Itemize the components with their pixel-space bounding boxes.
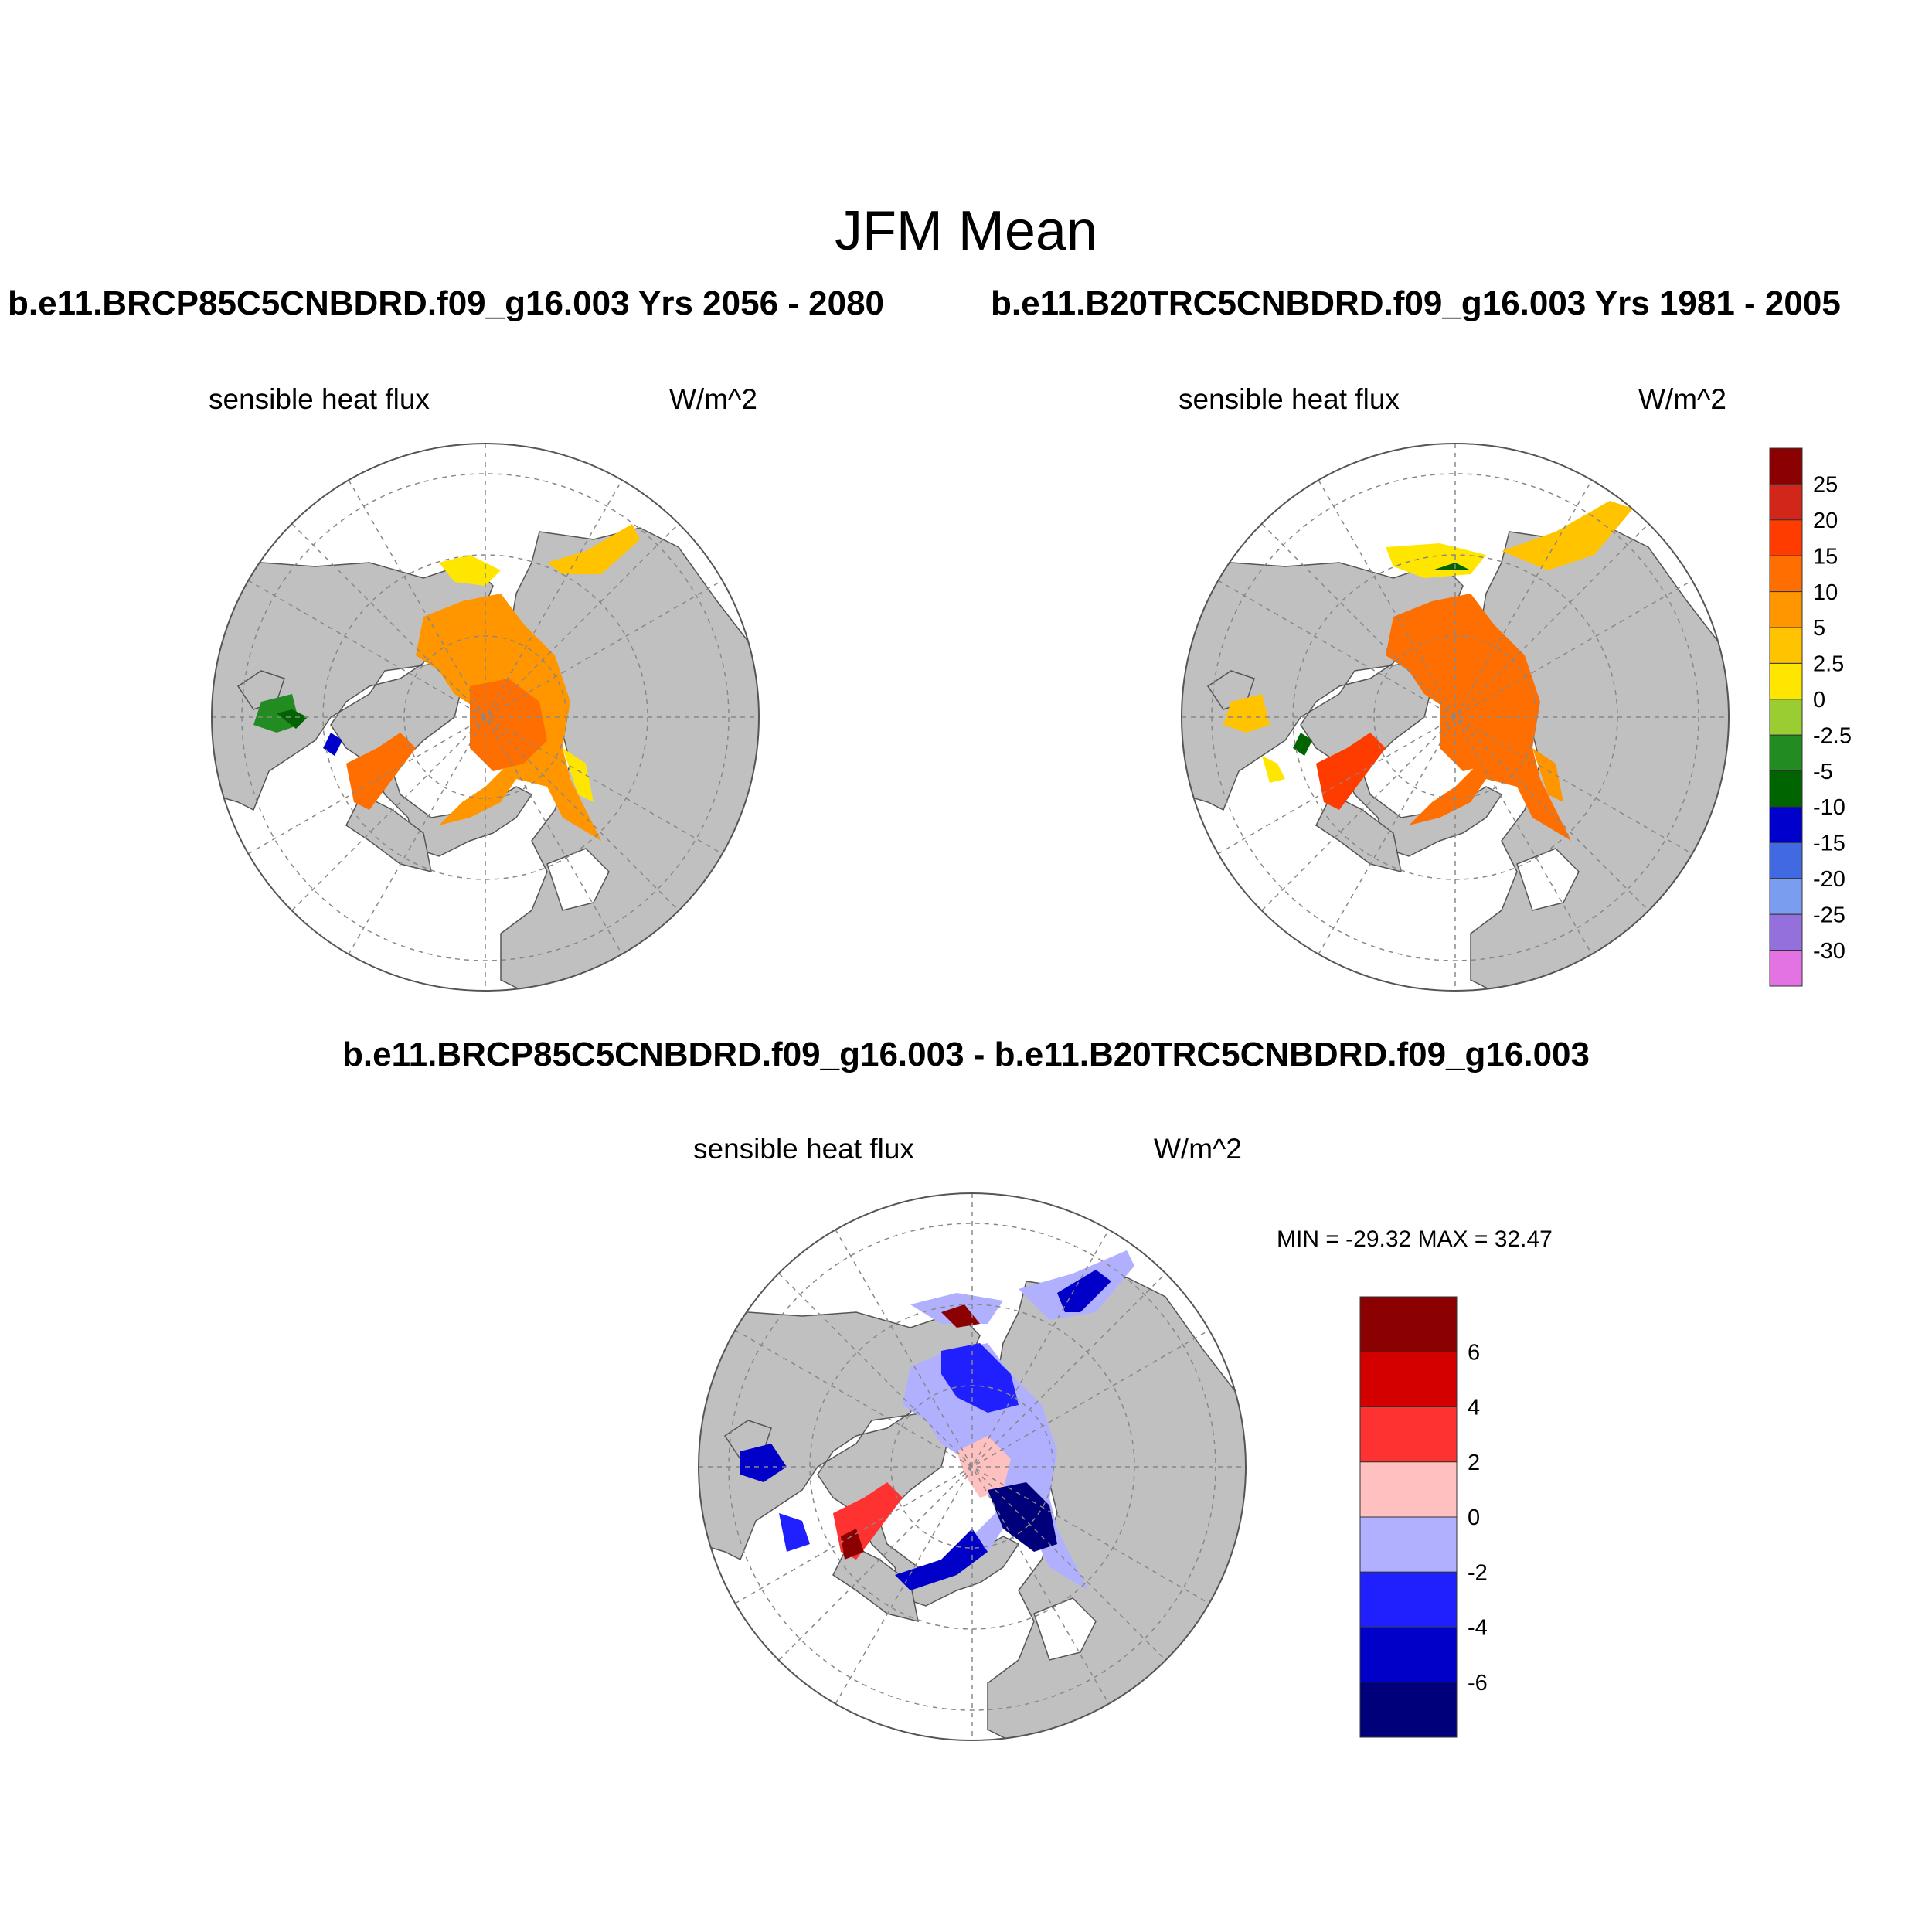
colorbar-tick-label: 2 (1468, 1451, 1480, 1475)
colorbar-tick-label: -25 (1813, 903, 1845, 927)
colorbar-tick-label: -30 (1813, 939, 1845, 964)
colorbar-swatch (1769, 699, 1803, 736)
colorbar-tick-label: -6 (1468, 1671, 1488, 1696)
map-border (1181, 443, 1730, 992)
colorbar-tick-label: -2 (1468, 1560, 1488, 1585)
panel2-variable-label: sensible heat flux (1179, 383, 1400, 415)
colorbar-tick-label: 2.5 (1813, 652, 1844, 677)
colorbar-swatch (1769, 519, 1803, 556)
colorbar-swatch (1359, 1406, 1458, 1463)
panel1-experiment-title: b.e11.BRCP85C5CNBDRD.f09_g16.003 Yrs 205… (8, 284, 885, 322)
colorbar-tick-label: -15 (1813, 832, 1845, 856)
colorbar-swatch (1769, 734, 1803, 772)
colorbar-swatch (1359, 1461, 1458, 1518)
colorbar-tick-label: 0 (1813, 688, 1825, 713)
colorbar-tick-label: -10 (1813, 795, 1845, 820)
colorbar-difference: 6 4 2 0 -2 -4 -6 (1359, 1296, 1488, 1738)
colorbar-tick-label: -2.5 (1813, 723, 1852, 748)
colorbar-tick-label: 0 (1468, 1505, 1480, 1530)
colorbar-swatch (1359, 1351, 1458, 1407)
colorbar-tick-label: -20 (1813, 867, 1845, 892)
diff-units-label: W/m^2 (1154, 1133, 1242, 1165)
colorbar-swatch (1359, 1682, 1458, 1738)
colorbar-tick-label: -4 (1468, 1616, 1488, 1641)
colorbar-tick-label: 5 (1813, 616, 1825, 641)
graticule (1182, 444, 1729, 991)
figure-title: JFM Mean (834, 200, 1098, 262)
colorbar-swatch (1359, 1571, 1458, 1628)
colorbar-swatch (1769, 878, 1803, 915)
colorbar-swatch (1359, 1296, 1458, 1352)
colorbar-swatch (1769, 627, 1803, 664)
polar-map-difference (698, 1192, 1247, 1741)
colorbar-tick-label: 4 (1468, 1396, 1480, 1420)
panel2-experiment-title: b.e11.B20TRC5CNBDRD.f09_g16.003 Yrs 1981… (991, 284, 1841, 322)
diff-variable-label: sensible heat flux (693, 1133, 914, 1165)
colorbar-swatch (1359, 1516, 1458, 1573)
colorbar-tick-label: 6 (1468, 1340, 1480, 1365)
colorbar-swatch (1359, 1627, 1458, 1683)
colorbar-tick-label: 15 (1813, 544, 1838, 569)
colorbar-swatch (1769, 806, 1803, 843)
colorbar-swatch (1769, 950, 1803, 987)
diff-min-max-label: MIN = -29.32 MAX = 32.47 (1277, 1226, 1553, 1252)
colorbar-swatch (1769, 447, 1803, 485)
colorbar-swatch (1769, 842, 1803, 879)
map-border (698, 1192, 1247, 1741)
panel2-units-label: W/m^2 (1638, 383, 1726, 415)
colorbar-main: 25 20 15 10 5 2.5 0 -2.5 -5 -10 -15 -20 -25 -30 (1769, 447, 1852, 987)
polar-map-historical (1181, 443, 1730, 992)
difference-title: b.e11.BRCP85C5CNBDRD.f09_g16.003 - b.e11… (342, 1036, 1590, 1073)
graticule (212, 444, 759, 991)
panel1-variable-label: sensible heat flux (209, 383, 430, 415)
colorbar-swatch (1769, 662, 1803, 700)
colorbar-swatch (1769, 913, 1803, 951)
colorbar-tick-label: 10 (1813, 580, 1838, 605)
colorbar-swatch (1769, 483, 1803, 521)
graticule (699, 1193, 1246, 1740)
panel1-units-label: W/m^2 (669, 383, 757, 415)
colorbar-swatch (1769, 555, 1803, 593)
polar-map-future (211, 443, 760, 992)
map-border (211, 443, 760, 992)
colorbar-swatch (1769, 770, 1803, 808)
colorbar-tick-label: 20 (1813, 509, 1838, 533)
colorbar-swatch (1769, 591, 1803, 628)
colorbar-tick-label: -5 (1813, 760, 1833, 784)
colorbar-tick-label: 25 (1813, 473, 1838, 498)
